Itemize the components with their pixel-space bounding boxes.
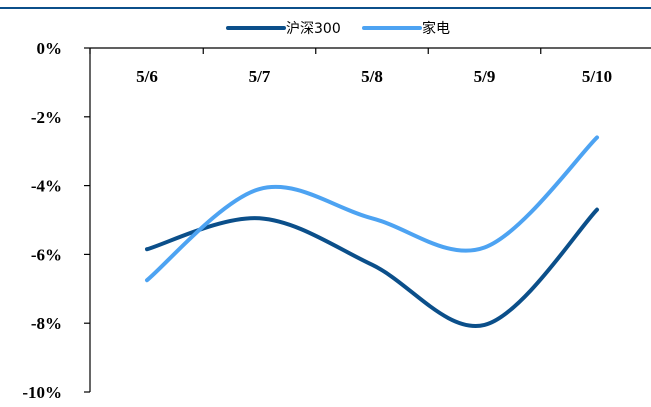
x-tick-label: 5/6 [136, 67, 158, 86]
x-tick-label: 5/7 [249, 67, 271, 86]
series-layer [147, 137, 597, 326]
legend-label: 家电 [422, 20, 450, 37]
axes: 0% -2% -4% -6% -8% -10% 5/6 5/7 5/8 5/9 5/10 [22, 39, 651, 402]
x-tick-label: 5/9 [474, 67, 496, 86]
y-tick-label: -4% [31, 177, 62, 196]
y-tick-label: -6% [31, 245, 62, 264]
series-line-1 [147, 210, 597, 326]
y-tick-label: 0% [37, 39, 63, 58]
legend-label: 沪深300 [286, 21, 341, 37]
y-tick-label: -8% [31, 314, 62, 333]
x-tick-label: 5/8 [361, 67, 383, 86]
legend: 沪深300 家电 [228, 20, 450, 37]
y-tick-label: -10% [22, 383, 62, 402]
x-tick-label: 5/10 [582, 67, 612, 86]
series-line-2 [147, 137, 597, 280]
y-tick-label: -2% [31, 108, 62, 127]
